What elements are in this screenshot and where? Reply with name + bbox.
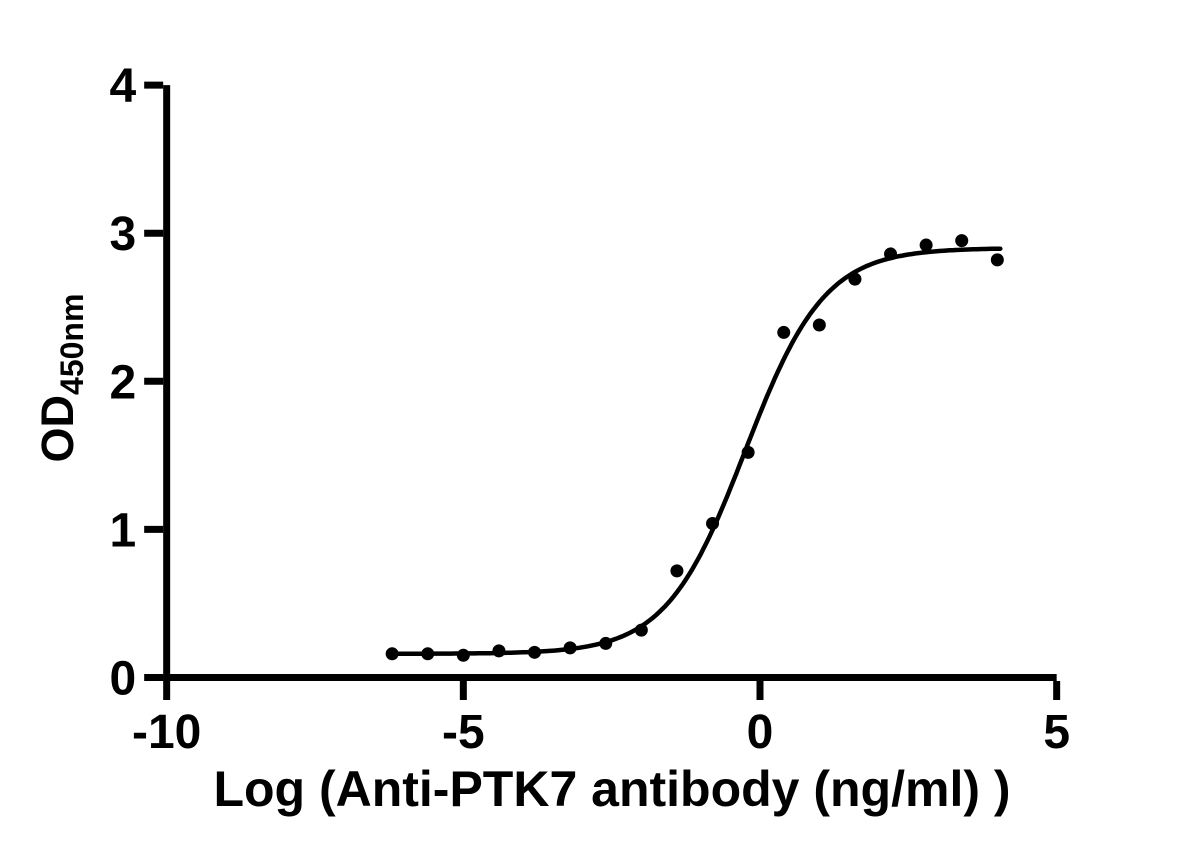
data-point — [634, 623, 648, 637]
axis-ticks — [144, 81, 1061, 700]
data-point — [599, 636, 613, 650]
data-point — [421, 647, 435, 661]
data-point — [670, 564, 684, 578]
fit-curve-line — [386, 246, 1003, 657]
x-tick-label: 5 — [1043, 706, 1070, 759]
y-axis-title: OD 450nm — [28, 218, 90, 538]
y-axis-title-main: OD — [32, 394, 83, 463]
x-tick-label: -5 — [442, 706, 485, 759]
y-axis-title-subscript: 450nm — [54, 293, 90, 395]
y-tick-label: 2 — [109, 356, 136, 409]
data-point — [492, 644, 506, 658]
data-point — [812, 318, 826, 332]
data-point — [884, 247, 898, 261]
y-tick-label: 4 — [109, 60, 136, 113]
data-point — [456, 648, 470, 662]
data-point — [528, 645, 542, 659]
axes — [163, 85, 1057, 681]
y-tick-label: 1 — [109, 504, 136, 557]
x-axis-title: Log (Anti-PTK7 antibody (ng/ml) ) — [213, 761, 1011, 817]
data-point — [741, 445, 755, 459]
data-point — [385, 647, 399, 661]
y-tick-label: 3 — [109, 208, 136, 261]
data-points — [385, 234, 1004, 662]
y-tick-label: 0 — [109, 653, 136, 706]
data-point — [955, 234, 969, 248]
axis-tick-labels: 0 1 2 3 4 -10 -5 0 5 — [109, 60, 1070, 759]
data-point — [919, 238, 933, 252]
data-point — [563, 641, 577, 655]
data-point — [706, 516, 720, 530]
data-point — [848, 272, 862, 286]
data-point — [990, 253, 1004, 267]
x-tick-label: -10 — [132, 706, 201, 759]
data-point — [777, 325, 791, 339]
x-tick-label: 0 — [747, 706, 774, 759]
